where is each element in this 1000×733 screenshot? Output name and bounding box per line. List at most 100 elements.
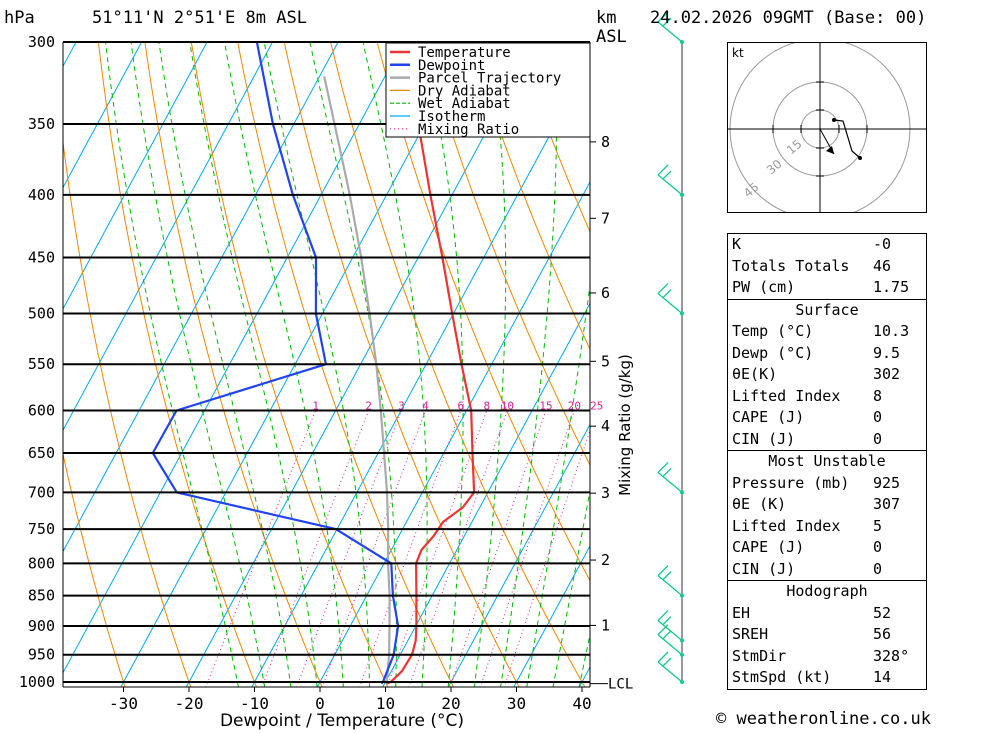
dry-adiabat-line [515, 42, 590, 234]
pressure-tick-label: 800 [28, 554, 55, 572]
legend-box [385, 42, 591, 138]
location-label: 51°11'N 2°51'E 8m ASL [92, 8, 307, 28]
dry-adiabat-line [190, 42, 389, 687]
pressure-tick-label: 650 [28, 444, 55, 462]
hodograph-axes [728, 43, 926, 212]
index-row-pw: PW (cm) 1.75 [732, 278, 910, 296]
wet-adiabat-line [473, 42, 507, 687]
wind-barb-staff [657, 634, 683, 656]
dry-adiabat-line [423, 42, 590, 467]
wind-barb-flag [657, 283, 669, 295]
temperature-tick-label: -30 [109, 694, 138, 713]
pressure-unit: hPa [4, 8, 35, 28]
temperature-line [386, 42, 476, 685]
wind-barb-flag [657, 11, 669, 23]
wind-barb-flag [662, 616, 672, 626]
mixing-ratio-label: 1 [312, 399, 319, 412]
pressure-tick-label: 900 [28, 617, 55, 635]
temperature-tick-label: 0 [315, 694, 325, 713]
wet-adiabat-line [158, 42, 292, 687]
wind-barb-flag [657, 624, 669, 636]
dry-adiabat-line [934, 42, 1000, 687]
mixing-ratio-line [408, 410, 508, 687]
legend-entry: Dry Adiabat [418, 83, 511, 99]
mixing-ratio-label: 20 [568, 399, 581, 412]
km-unit: km [596, 8, 617, 28]
wet-adiabat-line [552, 488, 590, 687]
lcl-label: LCL [608, 677, 633, 693]
legend-entry: Temperature [418, 45, 511, 61]
pressure-tick-label: 300 [28, 33, 55, 51]
mixing-ratio-label: 4 [422, 399, 429, 412]
wet-adiabat-line [500, 42, 558, 687]
hodo-row-eh: EH 52 [732, 603, 892, 622]
mixing-ratio-label: 2 [365, 399, 372, 412]
wet-adiabat-line [362, 42, 428, 687]
legend-entry: Mixing Ratio [418, 122, 519, 138]
surface-row-temp: Temp (°C) 10.3 [732, 322, 910, 340]
km-tick-label: 6 [601, 284, 610, 302]
wet-adiabat-line [223, 42, 344, 687]
wind-barb-column [657, 11, 684, 684]
pressure-tick-label: 550 [28, 355, 55, 373]
mixing-ratio-line [449, 410, 547, 687]
wind-barb-flag [662, 571, 672, 581]
surface-row-cape: CAPE (J) 0 [732, 408, 883, 426]
unstable-title: Most Unstable [768, 452, 886, 470]
pressure-tick-label: 450 [28, 249, 55, 267]
hodo-row-stmspd: StmSpd (kt) 14 [732, 668, 892, 686]
hodograph-ring-label-30: 30 [764, 157, 785, 178]
datetime-label: 24.02.2026 09GMT (Base: 00) [650, 8, 927, 28]
temperature-tick-label: -20 [175, 694, 204, 713]
indices-table: K -0 Totals Totals 46 PW (cm) 1.75 Surface … [727, 233, 927, 690]
wind-barb-staff [657, 471, 683, 493]
dry-adiabat-line [981, 42, 1000, 687]
km-tick-label: 1 [601, 616, 610, 634]
km-tick-label: 7 [601, 209, 610, 227]
temperature-tick-label: -10 [240, 694, 269, 713]
hodograph-title: Hodograph [786, 582, 868, 600]
wet-adiabat-line [526, 281, 590, 687]
pressure-tick-label: 850 [28, 587, 55, 605]
dry-adiabat-line [63, 451, 126, 687]
km-tick-label: 5 [601, 352, 610, 370]
mixing-ratio-line [386, 410, 488, 687]
legend-entry: Parcel Trajectory [418, 71, 561, 87]
hodo-row-stmdir: StmDir 328° [732, 646, 910, 665]
temperature-tick-label: 30 [507, 694, 526, 713]
mixing-ratio-label: 6 [458, 399, 465, 412]
wind-barb-staff [657, 661, 683, 683]
wind-barb-flag [657, 610, 669, 622]
pressure-tick-label: 350 [28, 115, 55, 133]
mixing-ratio-line [296, 410, 402, 687]
legend-entry: Wet Adiabat [418, 96, 511, 112]
wind-barb-flag [662, 657, 672, 667]
surface-row-thetae: θE(K) 302 [732, 365, 901, 383]
hodograph-trace [833, 119, 861, 159]
pressure-tick-label: 500 [28, 305, 55, 323]
storm-motion-arrowhead [826, 146, 834, 154]
wind-barb-staff [657, 620, 683, 642]
hodograph-section: Hodograph EH 52 SREH 56 StmDir 328° StmSpd … [728, 580, 926, 689]
hodograph-ring-label-45: 45 [741, 180, 762, 201]
dewpoint-line [151, 42, 400, 685]
wind-barb-flag [657, 565, 669, 577]
hodograph-ring-label-15: 15 [784, 137, 805, 158]
wind-barb-staff [657, 575, 683, 597]
pressure-tick-label: 700 [28, 483, 55, 501]
isotherm-line [447, 423, 590, 687]
wind-barb-staff [657, 21, 683, 43]
unstable-row-cin: CIN (J) 0 [732, 559, 883, 578]
general-indices: K -0 Totals Totals 46 PW (cm) 1.75 [728, 234, 926, 299]
temperature-tick-label: 20 [441, 694, 460, 713]
dry-adiabat-line [144, 42, 323, 687]
km-tick-label: 3 [601, 484, 610, 502]
wind-barb-flag [662, 630, 672, 640]
wind-barb-staff [657, 174, 683, 196]
unstable-row-thetae: θE (K) 307 [732, 495, 901, 513]
hodograph-panel: kt 15 30 45 [727, 38, 927, 220]
mixing-ratio-label: 25 [590, 399, 603, 412]
wind-barb-flag [657, 164, 669, 176]
